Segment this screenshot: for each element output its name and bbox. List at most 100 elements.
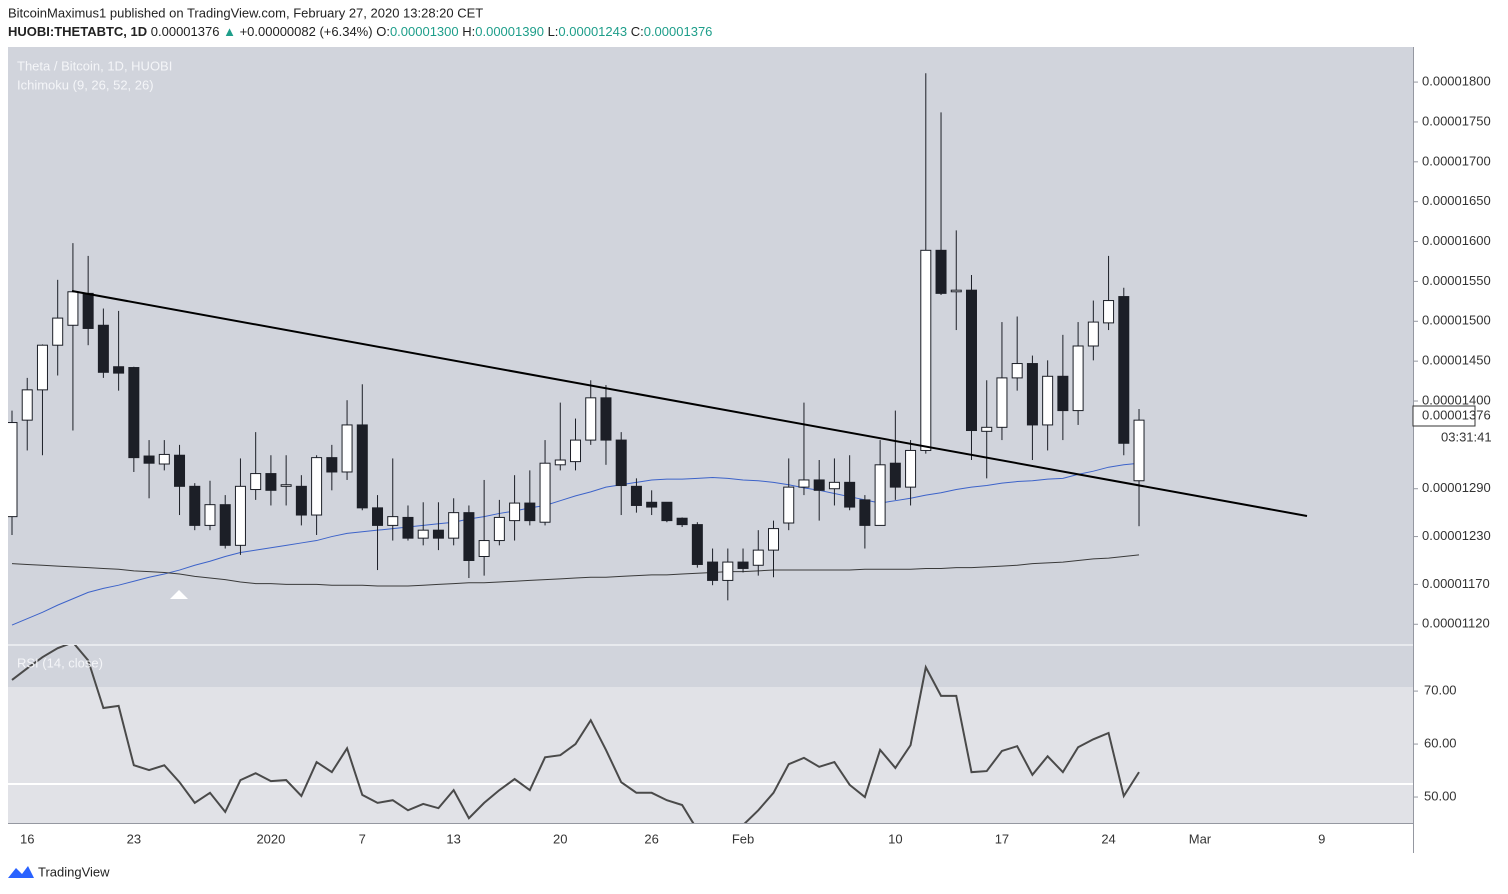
publisher: BitcoinMaximus1 published on TradingView… [8, 5, 483, 20]
axes: 0.00001800 0.00001750 0.00001700 0.00001650… [20, 74, 1491, 847]
candle-body [661, 501, 673, 522]
y-tick-label: 0.00001800 [1422, 74, 1491, 89]
candle-body [844, 481, 856, 508]
candle-body [798, 479, 810, 488]
y-tick-label: 70.00 [1424, 683, 1457, 698]
candle-body [828, 481, 840, 490]
price-label-box [1412, 405, 1476, 427]
change: +0.00000082 (+6.34%) [240, 24, 373, 39]
y-tick-label: 0.00001230 [1422, 528, 1491, 543]
candle-body [737, 561, 749, 569]
candle-body [280, 484, 292, 487]
candle-body [1026, 363, 1038, 426]
candle-body [36, 344, 48, 391]
price-plot [8, 73, 1145, 626]
o-label: O: [376, 24, 390, 39]
candle-body [1087, 321, 1099, 347]
candle-body [478, 540, 490, 557]
candle-body [265, 473, 277, 491]
candle-body [341, 424, 353, 473]
candle-body [21, 389, 33, 421]
y-tick-label: 0.00001700 [1422, 153, 1491, 168]
candle-body [128, 367, 140, 459]
candle-body [113, 366, 125, 374]
arrow: ▲ [223, 24, 236, 39]
candle-body [1118, 296, 1130, 444]
candle-body [1133, 419, 1145, 482]
candle-body [387, 516, 399, 526]
chart-title: Theta / Bitcoin, 1D, HUOBI [17, 58, 172, 73]
candle-body [570, 439, 582, 463]
candle-body [600, 397, 612, 441]
candle-body [950, 289, 962, 293]
y-tick-label: 50.00 [1424, 788, 1457, 803]
x-tick-label: 7 [359, 831, 366, 846]
candle-body [295, 485, 307, 516]
y-tick-label: 0.00001290 [1422, 480, 1491, 495]
candle-body [97, 324, 109, 373]
candle-body [783, 486, 795, 524]
candle-body [965, 289, 977, 432]
rsi-band [8, 687, 1413, 823]
candle-body [585, 397, 597, 441]
y-tick-label: 0.00001120 [1422, 616, 1490, 631]
candle-body [52, 317, 64, 346]
high: 0.00001390 [475, 24, 544, 39]
price-label: 0.00001376 [1422, 407, 1491, 422]
symbol: HUOBI:THETABTC, 1D [8, 24, 147, 39]
candle-body [676, 517, 688, 526]
candle-body [174, 454, 186, 487]
candle-body [752, 549, 764, 566]
candle-body [219, 504, 231, 546]
candle-body [874, 464, 886, 526]
x-tick-label: 13 [446, 831, 460, 846]
footer: TradingView [38, 864, 110, 879]
candle-body [326, 457, 338, 473]
symbol-line: HUOBI:THETABTC, 1D 0.00001376 ▲ +0.00000… [8, 24, 712, 39]
candle-body [143, 455, 155, 464]
y-tick-label: 60.00 [1424, 736, 1457, 751]
candle-body [1103, 300, 1115, 324]
x-tick-label: 24 [1101, 831, 1115, 846]
candle-body [722, 561, 734, 581]
candle-body [935, 249, 947, 294]
rsi-title: RSI (14, close) [17, 655, 103, 670]
x-tick-label: 17 [995, 831, 1009, 846]
y-tick-label: 0.00001650 [1422, 193, 1491, 208]
candle-body [417, 529, 429, 539]
y-tick-label: 0.00001600 [1422, 233, 1491, 248]
y-tick-label: 0.00001450 [1422, 353, 1491, 368]
candle-body [768, 528, 779, 551]
candle-body [1042, 375, 1054, 426]
candle-body [204, 504, 216, 526]
open: 0.00001300 [390, 24, 459, 39]
x-tick-label: 10 [888, 831, 902, 846]
l-label: L: [548, 24, 559, 39]
indicator-line [11, 554, 1140, 587]
y-tick-label: 0.00001750 [1422, 113, 1491, 128]
countdown-box [1436, 428, 1501, 448]
candle-body [432, 529, 444, 539]
candle-body [630, 485, 642, 506]
candle-body [189, 485, 201, 526]
y-tick-label: 0.00001550 [1422, 273, 1491, 288]
x-tick-label: 26 [644, 831, 658, 846]
trend-line [71, 290, 1308, 517]
x-tick-label: Feb [732, 831, 754, 846]
candle-body [981, 426, 993, 432]
x-tick-label: 9 [1318, 831, 1325, 846]
y-tick-label: 0.00001500 [1422, 313, 1491, 328]
x-tick-label: 16 [20, 831, 34, 846]
x-tick-label: 23 [127, 831, 141, 846]
candle-body [82, 292, 94, 329]
candle-body [707, 561, 719, 581]
candle-body [554, 459, 566, 466]
indicator-line [11, 462, 1140, 626]
candle-body [859, 499, 871, 526]
candle-body [448, 512, 460, 539]
close: 0.00001376 [644, 24, 713, 39]
rsi-plot [11, 645, 1140, 823]
candle-body [311, 457, 323, 516]
candle-body [524, 502, 536, 522]
